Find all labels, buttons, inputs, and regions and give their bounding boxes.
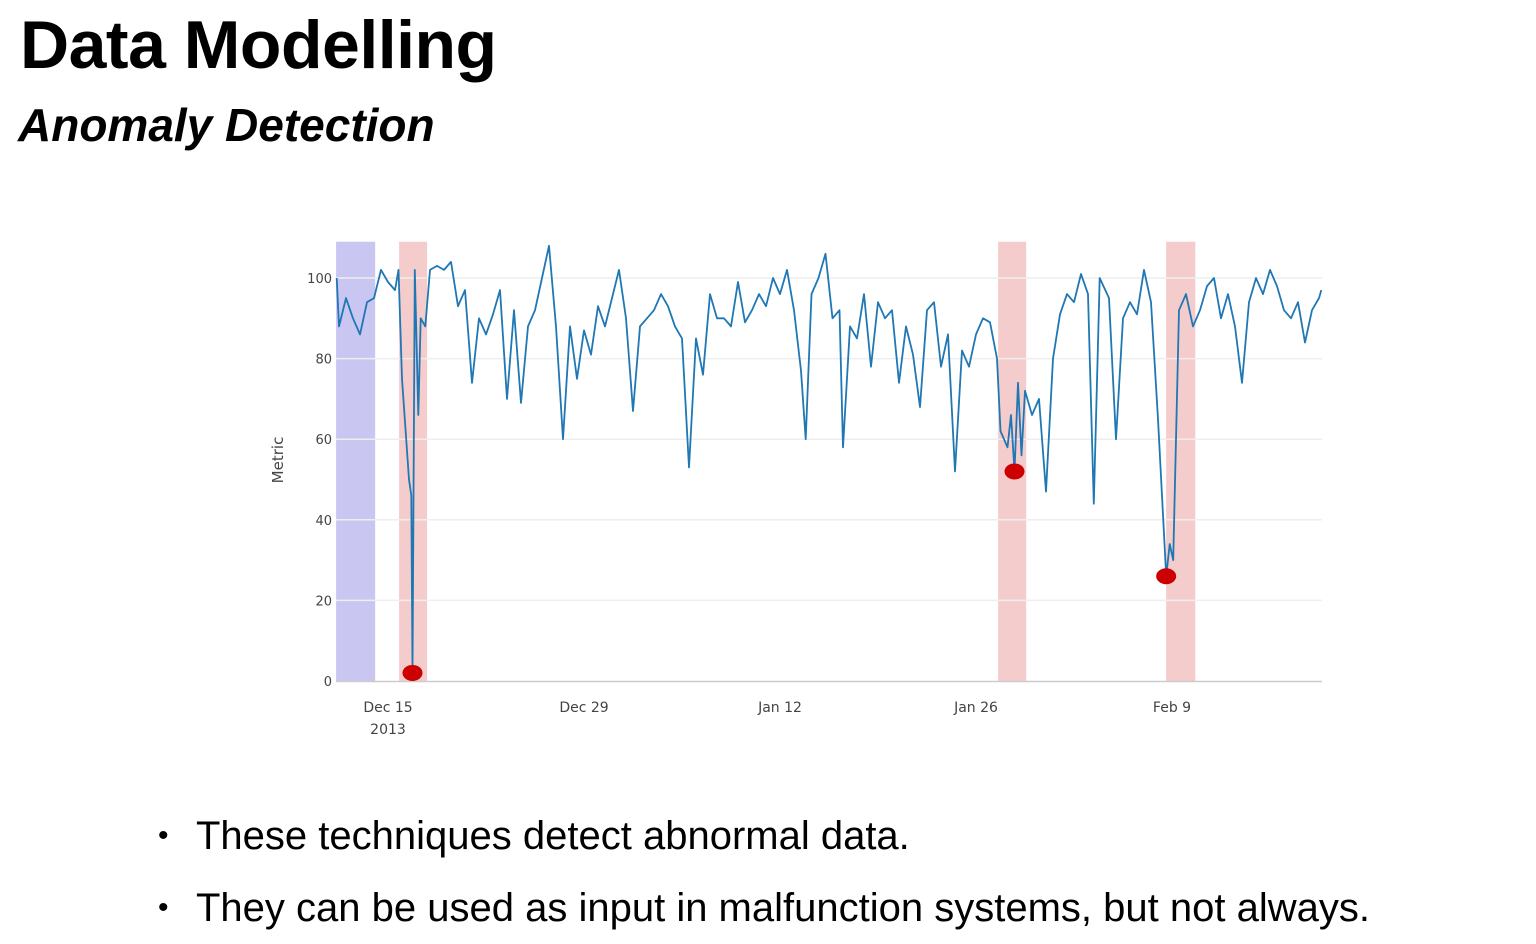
slide-subtitle: Anomaly Detection xyxy=(18,99,435,151)
anomaly-point xyxy=(1004,463,1025,480)
anomaly-point xyxy=(1156,568,1177,585)
y-tick-label: 60 xyxy=(315,433,332,448)
x-tick-label: Jan 12 xyxy=(757,700,802,716)
shaded-regions xyxy=(336,241,1196,682)
x-tick-label: Jan 26 xyxy=(953,700,998,716)
y-tick-label: 0 xyxy=(324,675,332,690)
y-tick-label: 80 xyxy=(315,353,332,368)
anomaly-point xyxy=(402,664,423,681)
x-tick-label: Feb 9 xyxy=(1153,700,1191,716)
y-axis-ticks: 0 20 40 60 80 100 xyxy=(307,272,332,690)
bullet-item: • These techniques detect abnormal data. xyxy=(158,800,1370,872)
y-tick-label: 20 xyxy=(315,594,332,609)
bullet-dot-icon: • xyxy=(158,819,169,852)
bullet-text: They can be used as input in malfunction… xyxy=(196,885,1370,930)
bullet-text: These techniques detect abnormal data. xyxy=(196,813,910,858)
y-axis-label: Metric xyxy=(269,437,287,484)
x-tick-sublabel: 2013 xyxy=(370,722,406,738)
bullet-dot-icon: • xyxy=(158,891,169,924)
slide-title: Data Modelling xyxy=(20,7,497,83)
y-tick-label: 40 xyxy=(315,514,332,529)
x-tick-label: Dec 15 xyxy=(363,700,412,716)
y-tick-label: 100 xyxy=(307,272,332,287)
bullet-item: • They can be used as input in malfunctio… xyxy=(158,872,1370,944)
bullet-list: • These techniques detect abnormal data. … xyxy=(158,800,1370,944)
anomaly-region xyxy=(998,241,1027,682)
training-region xyxy=(336,241,376,682)
x-axis-ticks: Dec 15 2013 Dec 29 Jan 12 Jan 26 Feb 9 xyxy=(363,700,1191,738)
anomaly-markers xyxy=(402,463,1177,681)
x-tick-label: Dec 29 xyxy=(559,700,608,716)
anomaly-chart: 0 20 40 60 80 100 Dec 15 2013 Dec 29 Jan 12 Jan 2… xyxy=(269,241,1323,738)
metric-series-line xyxy=(335,244,1323,674)
